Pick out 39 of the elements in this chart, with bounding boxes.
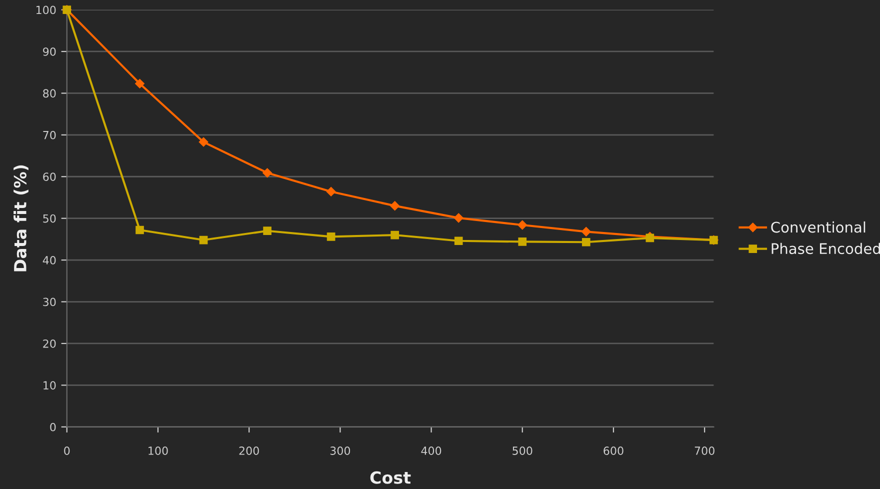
x-axis-title: Cost	[370, 471, 411, 484]
point	[390, 230, 399, 240]
y-tick-label: 90	[43, 47, 56, 56]
x-tick-label: 600	[604, 446, 624, 455]
point	[582, 227, 591, 236]
point	[390, 201, 400, 210]
y-tick-label: 30	[43, 298, 56, 306]
y-tick-label: 100	[36, 6, 56, 14]
point	[135, 78, 144, 88]
x-tick-label: 200	[239, 446, 259, 455]
legend-label: Conventional	[771, 221, 866, 233]
point	[262, 168, 272, 178]
y-tick-label: 40	[42, 256, 56, 264]
point	[136, 226, 144, 234]
x-tick-label: 100	[148, 446, 168, 455]
x-tick-label: 700	[694, 446, 714, 455]
point	[518, 220, 527, 230]
y-tick-label: 80	[43, 89, 56, 98]
point	[198, 137, 208, 147]
point	[326, 232, 336, 241]
point	[263, 226, 272, 236]
y-tick-label: 10	[44, 381, 56, 390]
x-tick-label: 500	[512, 446, 532, 455]
point	[326, 187, 336, 196]
x-tick-label: 0	[64, 446, 70, 455]
legend-label: Phase Encoded	[772, 242, 880, 254]
point	[454, 213, 464, 223]
x-tick-label: 400	[421, 446, 442, 455]
y-axis-title: Data fit (%)	[14, 165, 28, 272]
y-tick-label: 50	[43, 214, 56, 223]
y-tick-label: 0	[50, 422, 56, 432]
y-tick-label: 20	[43, 339, 56, 348]
x-tick-label: 300	[330, 446, 350, 455]
y-tick-label: 70	[43, 130, 56, 140]
point	[518, 238, 527, 246]
y-tick-label: 60	[43, 172, 56, 182]
point	[454, 236, 463, 246]
point	[582, 238, 590, 246]
point	[199, 236, 208, 244]
